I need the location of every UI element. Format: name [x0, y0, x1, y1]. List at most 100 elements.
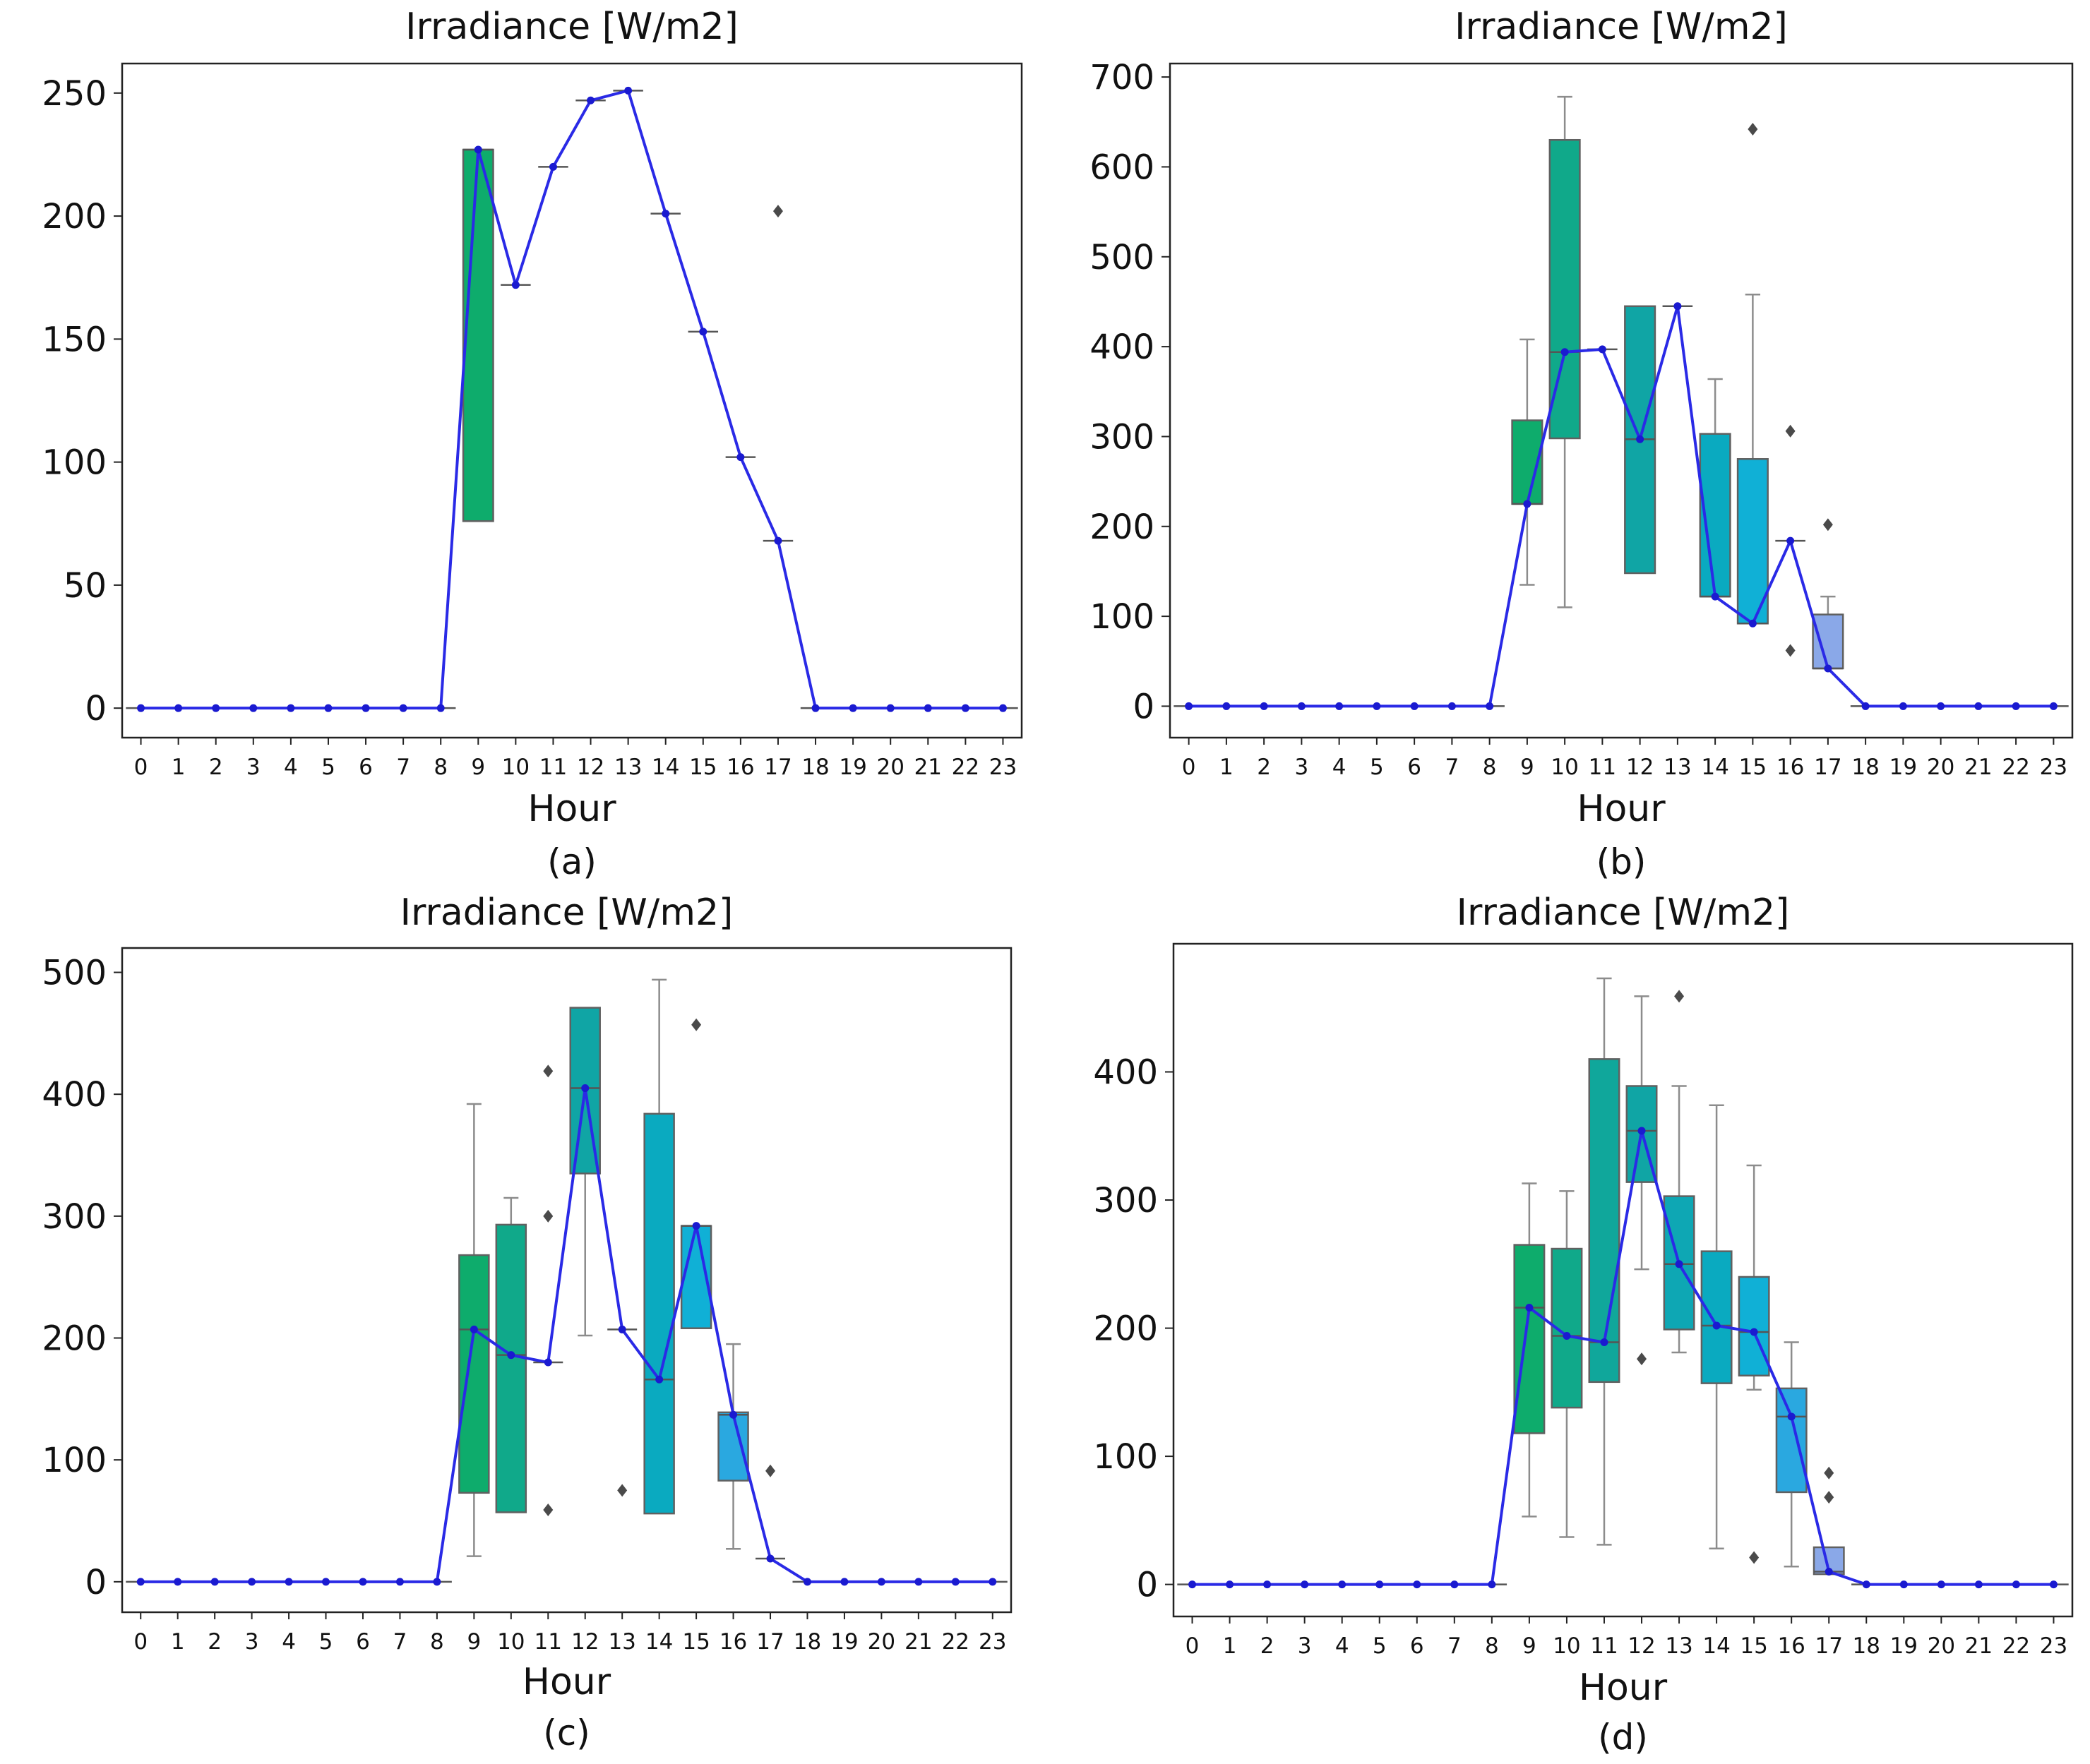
- y-tick-label: 300: [1093, 1181, 1158, 1220]
- x-tick-label: 17: [756, 1629, 784, 1655]
- outlier-point: [1822, 518, 1833, 532]
- x-tick-label: 14: [645, 1629, 673, 1655]
- y-tick-label: 0: [85, 1563, 107, 1602]
- y-tick-label: 400: [1089, 328, 1154, 367]
- panel-label: (d): [1598, 1717, 1648, 1758]
- mean-point: [811, 704, 820, 712]
- x-tick-label: 16: [727, 755, 754, 780]
- mean-point: [287, 704, 295, 712]
- mean-point: [2049, 1580, 2058, 1589]
- x-tick-label: 10: [1553, 1633, 1580, 1659]
- y-tick-label: 500: [42, 954, 107, 993]
- mean-point: [544, 1358, 552, 1367]
- x-tick-label: 9: [1522, 1633, 1536, 1659]
- mean-point: [1598, 345, 1606, 354]
- mean-point: [1750, 1328, 1758, 1336]
- y-tick-label: 600: [1089, 148, 1154, 187]
- y-tick-label: 200: [1093, 1309, 1158, 1349]
- plot-frame: [1169, 62, 2074, 739]
- chart-title: Irradiance [W/m2]: [400, 892, 734, 934]
- x-tick-label: 4: [282, 1629, 296, 1655]
- x-tick-label: 7: [1447, 1633, 1462, 1659]
- x-tick-label: 6: [359, 755, 373, 780]
- x-tick-label: 13: [614, 755, 642, 780]
- x-tick-label: 23: [2040, 1633, 2067, 1659]
- box-hour-10: [1551, 1190, 1583, 1538]
- mean-point: [624, 86, 633, 95]
- x-tick-label: 13: [1664, 755, 1691, 780]
- outlier-point: [1824, 1491, 1834, 1504]
- mean-point: [849, 704, 857, 712]
- x-tick-label: 1: [1223, 1633, 1237, 1659]
- x-tick-label: 13: [608, 1629, 635, 1655]
- x-tick-label: 19: [839, 755, 866, 780]
- chart-panel-b: Irradiance [W/m2] 0 100 200 300 400 500 600 700 0…: [1089, 6, 2074, 882]
- mean-point: [1861, 702, 1870, 710]
- x-tick-label: 3: [1295, 755, 1309, 780]
- y-tick-label: 200: [42, 1319, 107, 1359]
- x-tick-label: 10: [1551, 755, 1578, 780]
- chart-title: Irradiance [W/m2]: [405, 6, 739, 48]
- outlier-point: [543, 1209, 554, 1223]
- x-tick-label: 3: [246, 755, 261, 780]
- x-tick-label: 11: [1590, 1633, 1618, 1659]
- x-tick-label: 14: [652, 755, 679, 780]
- mean-point: [1486, 702, 1494, 710]
- y-tick-label: 100: [1093, 1437, 1158, 1477]
- mean-point: [1260, 702, 1268, 710]
- x-tick-label: 2: [209, 755, 223, 780]
- x-tick-label: 8: [434, 755, 448, 780]
- mean-point: [662, 210, 670, 218]
- mean-point: [1711, 592, 1719, 601]
- x-tick-label: 4: [284, 755, 298, 780]
- y-tick-label: 200: [42, 197, 107, 236]
- x-tick-label: 7: [393, 1629, 407, 1655]
- mean-point: [766, 1554, 775, 1563]
- x-tick-label: 20: [1928, 1633, 1955, 1659]
- outlier-point: [1785, 424, 1796, 438]
- mean-point: [877, 1578, 885, 1586]
- x-tick-label: 2: [1257, 755, 1271, 780]
- box-body: [643, 1112, 675, 1515]
- box-hour-17: [1812, 595, 1844, 670]
- x-tick-label: 18: [1853, 1633, 1880, 1659]
- mean-point: [1413, 1580, 1421, 1589]
- x-tick-label: 10: [497, 1629, 525, 1655]
- x-tick-label: 3: [1298, 1633, 1312, 1659]
- x-tick-label: 21: [904, 1629, 932, 1655]
- x-tick-label: 9: [467, 1629, 481, 1655]
- x-tick-label: 0: [133, 1629, 148, 1655]
- panel-label: (b): [1596, 841, 1647, 882]
- box-body: [1738, 1276, 1770, 1376]
- box-body: [717, 1411, 749, 1482]
- x-tick-label: 5: [1370, 755, 1384, 780]
- x-tick-label: 9: [471, 755, 485, 780]
- mean-point: [507, 1351, 515, 1360]
- box-hour-9: [1513, 1182, 1546, 1518]
- mean-point: [1525, 1304, 1534, 1312]
- x-tick-label: 22: [952, 755, 979, 780]
- x-tick-label: 17: [1815, 1633, 1843, 1659]
- box-hour-9: [462, 148, 494, 522]
- x-tick-label: 1: [1219, 755, 1234, 780]
- mean-point: [1410, 702, 1419, 710]
- mean-point: [1335, 702, 1344, 710]
- y-tick-label: 150: [42, 320, 107, 359]
- mean-point: [581, 1084, 590, 1093]
- mean-line: [141, 1086, 993, 1583]
- plot-frame: [121, 947, 1013, 1614]
- mean-point: [699, 328, 707, 336]
- x-tick-label: 0: [134, 755, 148, 780]
- mean-point: [1786, 536, 1795, 545]
- x-tick-label: 5: [319, 1629, 333, 1655]
- mean-point: [1185, 702, 1193, 710]
- x-tick-label: 18: [801, 755, 829, 780]
- box-hour-16: [1775, 1341, 1808, 1568]
- mean-point: [1862, 1580, 1870, 1589]
- x-tick-label: 2: [1260, 1633, 1274, 1659]
- y-tick-label: 100: [42, 1441, 107, 1480]
- box-hour-14: [1699, 378, 1731, 598]
- x-tick-label: 16: [1776, 755, 1804, 780]
